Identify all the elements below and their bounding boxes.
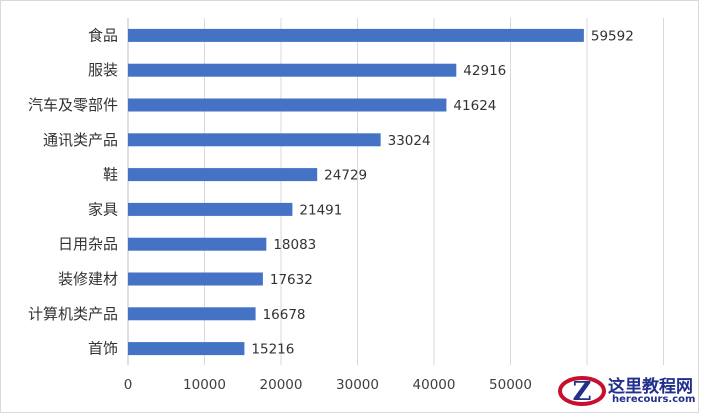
bar xyxy=(128,237,267,251)
bar xyxy=(128,272,263,286)
bar xyxy=(128,98,447,112)
x-tick-label: 10000 xyxy=(183,377,226,393)
category-label: 通讯类产品 xyxy=(43,131,118,149)
category-label: 汽车及零部件 xyxy=(28,96,118,114)
data-label: 42916 xyxy=(463,63,506,79)
watermark-subtitle: herecours.com xyxy=(612,394,696,405)
watermark-logo-letter: Z xyxy=(573,377,592,407)
watermark-z-icon: Z xyxy=(558,376,606,407)
bar xyxy=(128,63,457,77)
data-label: 24729 xyxy=(324,168,367,184)
category-label: 服装 xyxy=(88,61,118,79)
x-tick-label: 0 xyxy=(124,377,133,393)
data-label: 18083 xyxy=(273,237,316,253)
category-label: 日用杂品 xyxy=(58,235,118,253)
bar xyxy=(128,202,293,216)
category-label: 首饰 xyxy=(88,340,118,358)
data-label: 41624 xyxy=(453,98,496,114)
category-label: 鞋 xyxy=(103,166,118,184)
data-label: 21491 xyxy=(299,202,342,218)
category-label: 计算机类产品 xyxy=(28,305,118,323)
watermark-logo: Z 这里教程网 herecours.com xyxy=(556,370,699,413)
x-tick-label: 40000 xyxy=(413,377,456,393)
data-label: 16678 xyxy=(263,307,306,323)
category-label: 装修建材 xyxy=(58,270,118,288)
x-tick-label: 50000 xyxy=(489,377,532,393)
bar xyxy=(128,342,245,356)
x-tick-label: 20000 xyxy=(260,377,303,393)
bar xyxy=(128,28,584,42)
bar xyxy=(128,168,318,182)
bar xyxy=(128,307,256,321)
data-label: 17632 xyxy=(270,272,313,288)
x-tick-label: 30000 xyxy=(336,377,379,393)
watermark-title: 这里教程网 xyxy=(608,377,693,397)
category-label: 家具 xyxy=(88,200,118,218)
bar xyxy=(128,133,381,147)
data-label: 33024 xyxy=(388,133,431,149)
data-label: 15216 xyxy=(251,342,294,358)
category-label: 食品 xyxy=(88,26,118,44)
data-label: 59592 xyxy=(591,28,634,44)
